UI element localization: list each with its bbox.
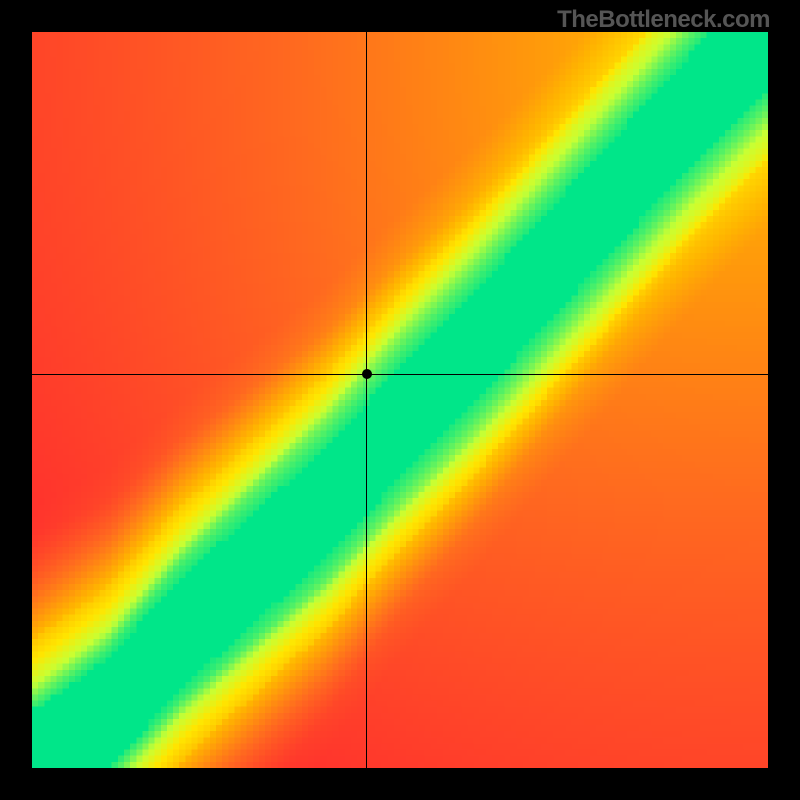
watermark-text: TheBottleneck.com [557, 6, 770, 34]
bottleneck-heatmap [32, 32, 768, 768]
crosshair-horizontal [32, 374, 768, 375]
chart-container: TheBottleneck.com [0, 0, 800, 800]
crosshair-vertical [366, 32, 367, 768]
